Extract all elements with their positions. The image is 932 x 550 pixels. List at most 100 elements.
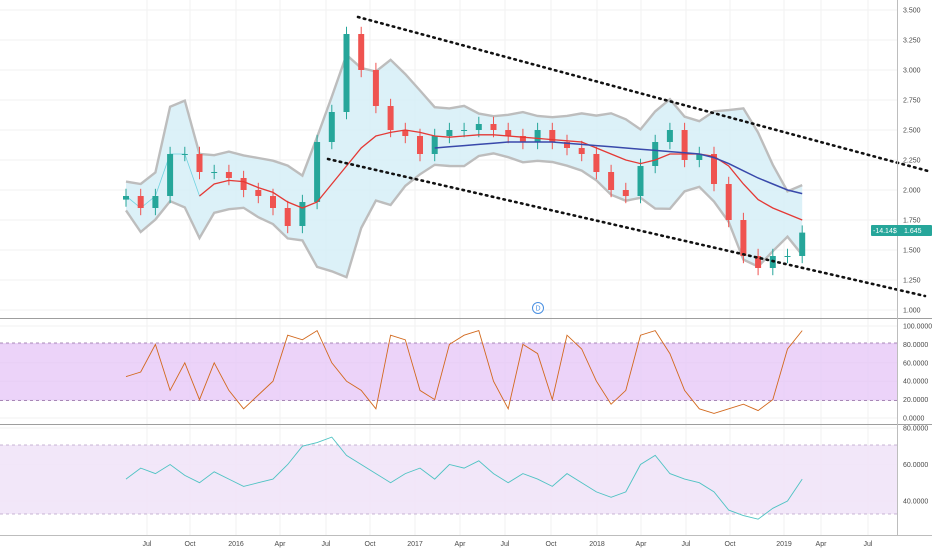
x-tick-label: 2019 [776,541,792,548]
candle-body [387,106,394,130]
y-tick-label: 2.250 [903,158,921,165]
x-tick-label: Apr [636,541,648,548]
candle-body [799,232,806,256]
y-tick-label: 1.500 [903,248,921,255]
y-tick-label: 40.0000 [903,498,928,505]
candlesticks [123,26,806,276]
candle-body [637,166,644,196]
candle-body [608,172,615,190]
y-tick-label: 60.0000 [903,462,928,469]
x-tick-label: 2018 [589,541,605,548]
candle-body [123,196,129,200]
candle-body [711,154,717,184]
rsi-band [0,445,897,514]
candle-body [343,34,350,112]
rsi-pane[interactable] [0,436,897,520]
x-tick-label: Apr [816,541,828,548]
candle-body [211,172,218,173]
candle-body [755,256,762,268]
x-tick-label: Jul [864,541,873,548]
x-axis-ticks[interactable]: Jul Oct 2016 Apr Jul Oct 2017 Apr Jul Oct 2018 Apr J… [143,541,873,548]
y-tick-label: 80.0000 [903,342,928,349]
price-pane[interactable]: D [123,15,930,314]
y-tick-label: 1.000 [903,308,921,315]
x-tick-label: Apr [275,541,287,548]
x-tick-label: Jul [322,541,331,548]
candle-body [196,154,203,172]
candle-body [505,130,512,136]
overbought-oversold-band [0,343,897,401]
candle-body [240,178,247,190]
x-tick-label: Jul [143,541,152,548]
candle-body [652,142,659,166]
x-tick-label: Oct [546,541,557,548]
candle-body [578,148,585,154]
last-price-badge-bg [871,225,905,236]
candle-body [549,130,556,142]
y-tick-label: 80.0000 [903,426,928,433]
y-axis-ticks[interactable]: 3.500 3.250 3.000 2.750 2.500 2.250 2.000 1.750… [903,8,932,506]
moving-average-slow [434,141,803,195]
candle-body [461,130,468,131]
candle-body [225,172,232,178]
candle-body [402,130,409,136]
candle-body [622,190,629,196]
y-tick-label: 0.0000 [903,416,925,423]
stochastic-rsi-pane[interactable] [0,329,897,414]
candle-body [152,196,159,208]
candle-body [475,124,482,130]
x-tick-label: Jul [682,541,691,548]
x-tick-label: Oct [365,541,376,548]
candle-body [564,142,570,148]
candle-body [299,202,306,226]
candle-body [681,130,688,160]
candle-body [284,208,291,226]
candle-body [534,130,541,142]
candle-body [255,190,262,196]
candle-body [314,142,321,202]
y-tick-label: 3.500 [903,8,921,15]
candle-body [167,154,174,196]
x-tick-label: 2016 [228,541,244,548]
candle-body [696,154,703,160]
channel-lower-trendline[interactable] [326,157,927,298]
candle-body [666,130,673,142]
candle-body [372,70,379,106]
candle-body [725,184,732,220]
candle-body [137,196,144,208]
candle-body [417,136,423,154]
candle-body [740,220,747,256]
event-marker-label: D [535,306,540,313]
candle-body [519,136,526,142]
y-tick-label: 100.0000 [903,324,932,331]
candle-body [784,256,791,257]
y-tick-label: 60.0000 [903,360,928,367]
y-tick-label: 1.750 [903,218,921,225]
event-marker[interactable]: D [532,302,544,314]
event-marker-circle [532,302,544,314]
price-change-label: -14.14$ [873,228,897,235]
x-tick-label: 2017 [407,541,423,548]
candle-body [593,154,600,172]
last-price-label: 1.645 [904,228,922,235]
y-tick-label: 2.500 [903,128,921,135]
stochastic-rsi-line [125,329,803,414]
candle-body [490,124,497,130]
y-tick-label: 2.000 [903,188,921,195]
candle-body [181,154,188,155]
last-price-badge: -14.14$ 1.645 [871,225,932,236]
y-tick-label: 3.000 [903,68,921,75]
y-tick-label: 3.250 [903,38,921,45]
candle-body [328,112,335,142]
candle-body [358,34,365,70]
rsi-line [125,436,803,520]
y-tick-label: 40.0000 [903,379,928,386]
y-tick-label: 1.250 [903,278,921,285]
x-tick-label: Oct [185,541,196,548]
last-price-tag-bg [899,225,932,236]
candle-body [446,130,453,136]
candle-body [431,136,438,154]
channel-upper-trendline[interactable] [356,15,930,173]
candle-body [270,196,276,208]
